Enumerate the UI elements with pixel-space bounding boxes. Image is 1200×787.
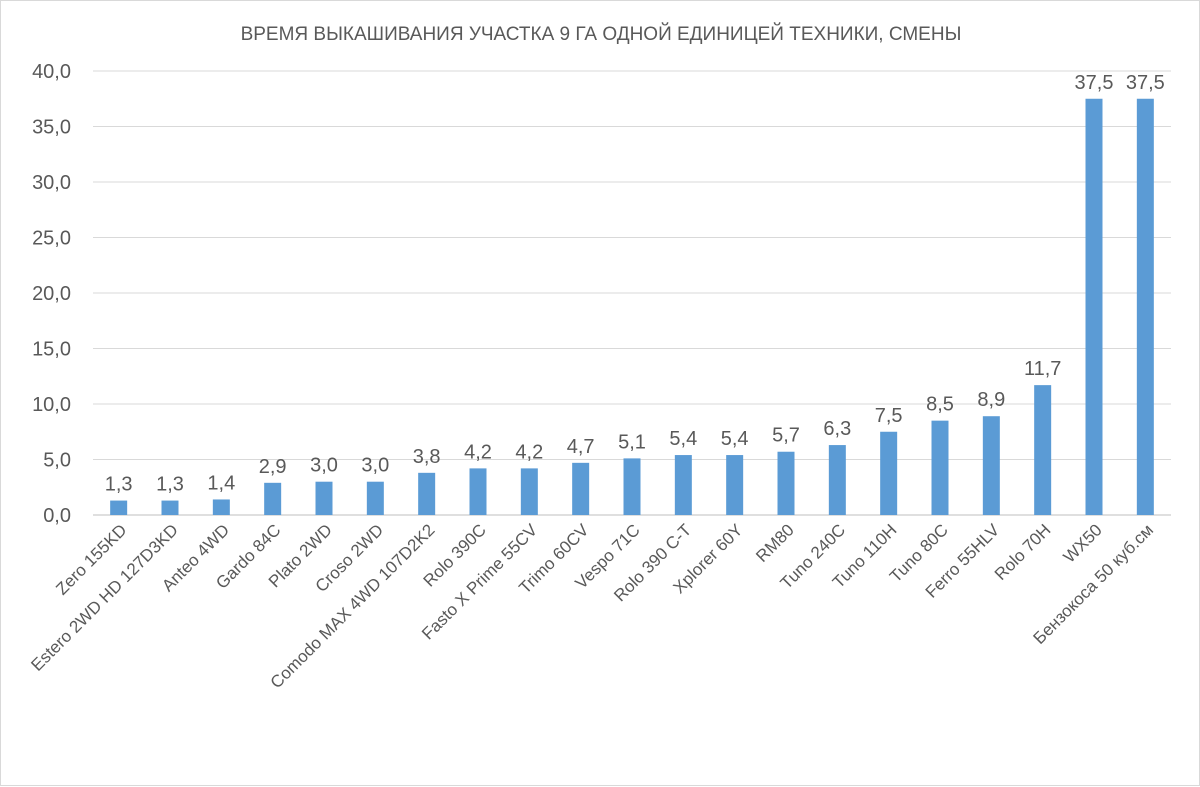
- data-label: 3,8: [413, 446, 441, 468]
- data-label: 1,4: [207, 472, 235, 494]
- bar: [366, 481, 384, 515]
- data-label: 4,2: [515, 441, 543, 463]
- bar: [931, 420, 949, 515]
- data-label: 4,7: [567, 436, 595, 458]
- bar: [572, 462, 590, 515]
- bar: [469, 468, 487, 515]
- bar: [777, 451, 795, 515]
- data-label: 1,3: [105, 474, 133, 496]
- bar: [880, 431, 898, 515]
- data-label: 5,1: [618, 431, 646, 453]
- bar: [726, 455, 744, 515]
- bar: [982, 416, 1000, 515]
- y-axis-ticks: 0,0 5,0 10,0 15,0 20,0 25,0 30,0 35,0 40,0: [32, 61, 71, 527]
- x-tick-label: RM80: [752, 520, 798, 566]
- bar: [1136, 98, 1154, 515]
- bar: [520, 468, 538, 515]
- y-tick-label: 5,0: [43, 450, 71, 472]
- data-label: 8,5: [926, 394, 954, 416]
- data-label: 6,3: [823, 418, 851, 440]
- data-label: 8,9: [977, 389, 1005, 411]
- bar: [623, 458, 641, 515]
- bars: [110, 98, 1154, 515]
- bar: [828, 445, 846, 515]
- data-label: 5,4: [669, 428, 697, 450]
- bar: [212, 499, 230, 515]
- y-tick-label: 10,0: [32, 394, 71, 416]
- data-label: 37,5: [1075, 72, 1114, 94]
- x-tick-label: Rolo 70H: [991, 520, 1055, 584]
- bar: [110, 500, 128, 515]
- y-tick-label: 15,0: [32, 339, 71, 361]
- y-tick-label: 30,0: [32, 172, 71, 194]
- data-label: 2,9: [259, 456, 287, 478]
- data-label: 7,5: [875, 405, 903, 427]
- bar: [1085, 98, 1103, 515]
- bar: [315, 481, 333, 515]
- data-label: 11,7: [1024, 358, 1061, 380]
- y-tick-label: 35,0: [32, 117, 71, 139]
- data-label: 1,3: [156, 474, 184, 496]
- chart-title: ВРЕМЯ ВЫКАШИВАНИЯ УЧАСТКА 9 ГА ОДНОЙ ЕДИ…: [241, 23, 962, 45]
- data-label: 3,0: [310, 455, 338, 477]
- data-label: 5,4: [721, 428, 749, 450]
- y-tick-label: 0,0: [43, 505, 71, 527]
- bar: [1034, 385, 1052, 515]
- bar: [674, 455, 692, 515]
- bar: [161, 500, 179, 515]
- y-tick-label: 40,0: [32, 61, 71, 83]
- bar: [418, 472, 436, 515]
- y-tick-label: 20,0: [32, 283, 71, 305]
- data-labels: 1,3 1,3 1,4 2,9 3,0 3,0 3,8 4,2 4,2 4,7 5,1 5,4 5,4 5…: [105, 72, 1165, 496]
- data-label: 4,2: [464, 441, 492, 463]
- x-tick-label: WX50: [1060, 520, 1106, 566]
- data-label: 3,0: [361, 455, 389, 477]
- data-label: 37,5: [1126, 72, 1165, 94]
- bar: [264, 482, 282, 515]
- gridlines: [93, 70, 1171, 516]
- data-label: 5,7: [772, 425, 800, 447]
- y-tick-label: 25,0: [32, 228, 71, 250]
